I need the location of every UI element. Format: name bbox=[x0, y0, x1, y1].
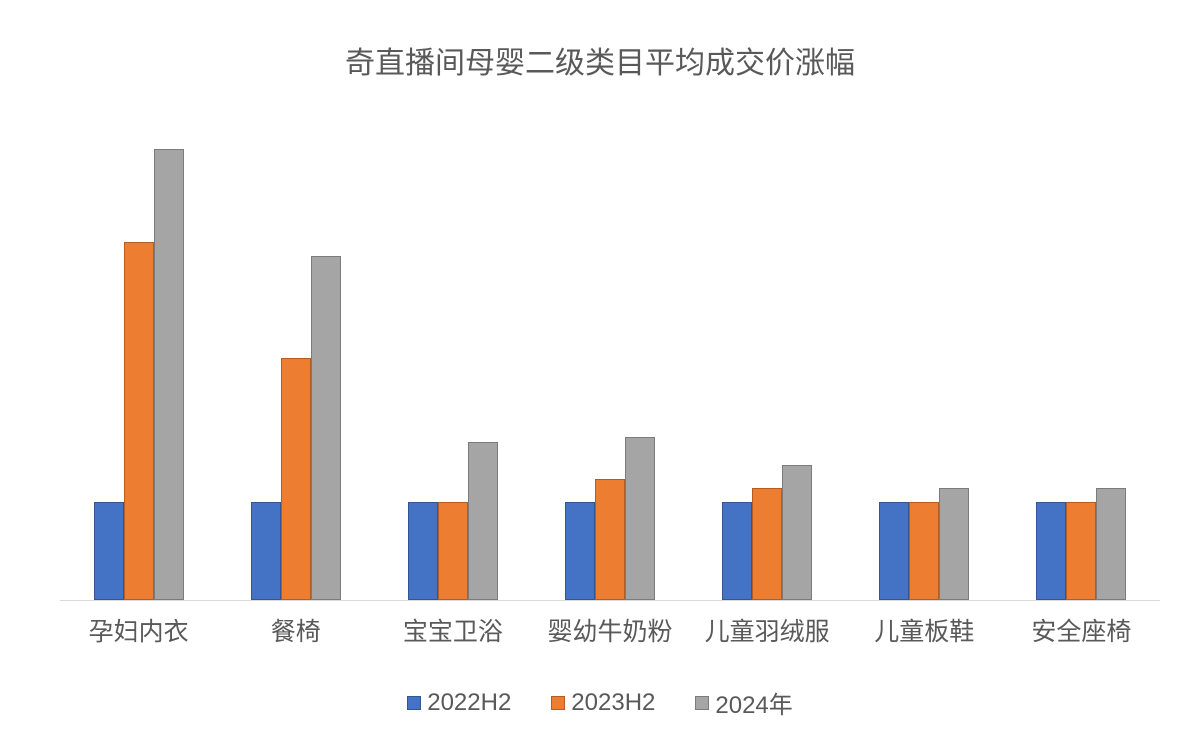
x-axis-label: 餐椅 bbox=[217, 612, 374, 648]
bar bbox=[94, 502, 124, 600]
legend: 2022H2 2023H2 2024年 bbox=[0, 685, 1200, 720]
legend-swatch-icon bbox=[695, 696, 709, 710]
legend-item: 2022H2 bbox=[407, 689, 511, 717]
bar-group bbox=[531, 437, 688, 600]
bar bbox=[468, 442, 498, 600]
bar bbox=[939, 488, 969, 600]
bar bbox=[1066, 502, 1096, 600]
legend-item: 2024年 bbox=[695, 685, 792, 720]
bar bbox=[438, 502, 468, 600]
bar bbox=[722, 502, 752, 600]
chart-container: 奇直播间母婴二级类目平均成交价涨幅 孕妇内衣餐椅宝宝卫浴婴幼牛奶粉儿童羽绒服儿童… bbox=[0, 0, 1200, 755]
bar-group bbox=[217, 256, 374, 600]
legend-swatch-icon bbox=[551, 696, 565, 710]
x-axis-label: 儿童板鞋 bbox=[846, 612, 1003, 648]
bar bbox=[408, 502, 438, 600]
bar bbox=[311, 256, 341, 600]
bar bbox=[909, 502, 939, 600]
bar bbox=[752, 488, 782, 600]
bar bbox=[1036, 502, 1066, 600]
x-axis-label: 孕妇内衣 bbox=[60, 612, 217, 648]
bar bbox=[595, 479, 625, 600]
x-axis-label: 儿童羽绒服 bbox=[689, 612, 846, 648]
legend-label: 2023H2 bbox=[571, 689, 655, 717]
bar bbox=[154, 149, 184, 600]
bar bbox=[879, 502, 909, 600]
bar-group bbox=[689, 465, 846, 600]
bar-group bbox=[60, 149, 217, 600]
bar bbox=[251, 502, 281, 600]
x-axis-label: 婴幼牛奶粉 bbox=[531, 612, 688, 648]
bar bbox=[782, 465, 812, 600]
legend-item: 2023H2 bbox=[551, 689, 655, 717]
bar-group bbox=[374, 442, 531, 600]
legend-label: 2024年 bbox=[715, 685, 792, 720]
bar bbox=[625, 437, 655, 600]
bar bbox=[565, 502, 595, 600]
x-axis-label: 宝宝卫浴 bbox=[374, 612, 531, 648]
x-axis-label: 安全座椅 bbox=[1003, 612, 1160, 648]
bar bbox=[1096, 488, 1126, 600]
bar-group bbox=[1003, 488, 1160, 600]
chart-title: 奇直播间母婴二级类目平均成交价涨幅 bbox=[0, 38, 1200, 82]
legend-label: 2022H2 bbox=[427, 689, 511, 717]
plot-area bbox=[60, 135, 1160, 601]
bar bbox=[281, 358, 311, 600]
bar-groups bbox=[60, 135, 1160, 600]
legend-swatch-icon bbox=[407, 696, 421, 710]
bar bbox=[124, 242, 154, 600]
x-axis-labels: 孕妇内衣餐椅宝宝卫浴婴幼牛奶粉儿童羽绒服儿童板鞋安全座椅 bbox=[60, 612, 1160, 648]
bar-group bbox=[846, 488, 1003, 600]
